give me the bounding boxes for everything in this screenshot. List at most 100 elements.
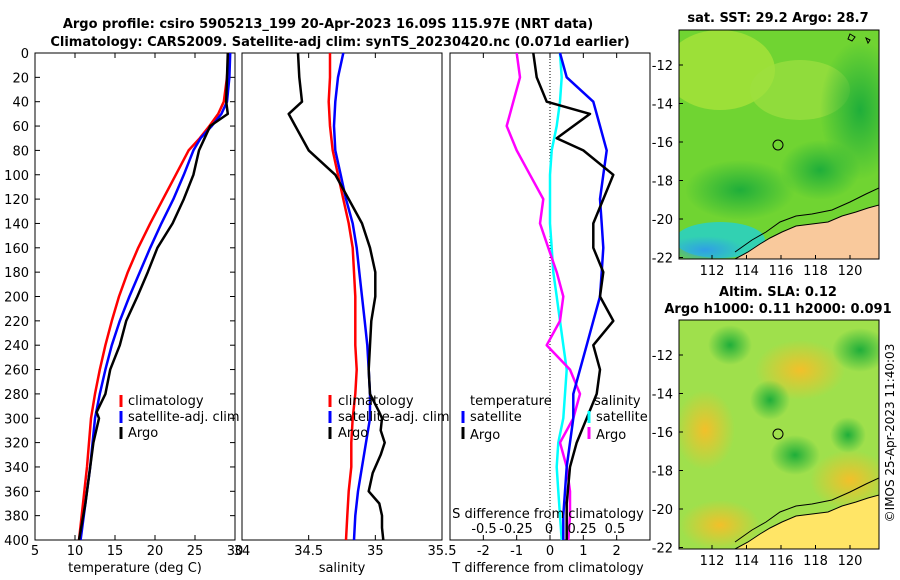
y-tick-label: 320 <box>4 437 29 452</box>
series-line-t-argo <box>505 52 582 541</box>
reef-outline <box>847 33 871 45</box>
temperature-x-axis: 5 10 15 20 25 30 <box>31 53 243 559</box>
sla-low-patch <box>750 380 790 420</box>
map-y-tick-label: -14 <box>652 388 673 403</box>
legend-satellite-label: satellite-adj. clim <box>338 410 450 425</box>
sla-high-patch <box>810 450 879 510</box>
s-tick-label: 0.5 <box>605 522 626 537</box>
y-tick-label: 160 <box>4 242 29 257</box>
salinity-legend: climatology satellite-adj. clim Argo <box>328 394 450 441</box>
sla-map-frame <box>678 319 880 550</box>
sst-map-title: sat. SST: 29.2 Argo: 28.7 <box>687 11 868 26</box>
s-tick-label: 0.25 <box>568 522 597 537</box>
map-x-tick-label: 114 <box>734 554 759 569</box>
legend-t-argo-label: Argo <box>470 428 500 443</box>
legend-s-argo-label: Argo <box>596 428 626 443</box>
temperature-plot: 0204060801001201401601802002202402602803… <box>4 47 650 576</box>
map-x-tick-label: 112 <box>700 554 725 569</box>
difference-series <box>505 52 615 541</box>
map-y-tick-label: -16 <box>652 426 673 441</box>
temperature-series <box>77 52 232 541</box>
sst-cold-patch <box>679 236 745 259</box>
x-tick-label: -2 <box>477 544 490 559</box>
y-tick-label: 280 <box>4 388 29 403</box>
y-tick-label: 60 <box>12 120 29 135</box>
difference-legend: temperature satellite Argo salinity sate… <box>461 394 648 443</box>
sla-low-patch <box>830 417 866 453</box>
difference-top-xlabel: S difference from climatology <box>452 507 644 522</box>
y-tick-label: 0 <box>21 47 29 62</box>
y-tick-label: 40 <box>12 96 29 111</box>
legend-satellite-label: satellite-adj. clim <box>128 410 240 425</box>
sla-high-patch <box>680 500 760 549</box>
map-y-tick-label: -22 <box>652 542 673 557</box>
sst-map: sat. SST: 29.2 Argo: 28.7 112 114 116 118 12… <box>652 11 880 279</box>
temperature-legend: climatology satellite-adj. clim Argo <box>119 394 240 441</box>
x-tick-label: 35.5 <box>428 544 457 559</box>
sla-low-patch <box>770 435 820 475</box>
x-tick-label: 10 <box>67 544 84 559</box>
sla-map-title-line2: Argo h1000: 0.11 h2000: 0.091 <box>664 302 891 317</box>
map-y-tick-label: -12 <box>652 349 673 364</box>
figure-title-line2: Climatology: CARS2009. Satellite-adj cli… <box>50 35 629 50</box>
map-x-tick-label: 118 <box>803 554 828 569</box>
imos-credit: ©IMOS 25-Apr-2023 11:40:03 <box>883 344 897 523</box>
map-x-tick-label: 116 <box>769 554 794 569</box>
s-difference-ticks: -0.5 -0.25 0 0.25 0.5 <box>471 522 625 537</box>
y-tick-label: 300 <box>4 412 29 427</box>
y-tick-label: 20 <box>12 71 29 86</box>
salinity-xlabel: salinity <box>319 561 366 576</box>
series-line-climatology <box>77 52 230 541</box>
y-tick-label: 220 <box>4 315 29 330</box>
x-tick-label: 2 <box>613 544 621 559</box>
x-tick-label: 1 <box>579 544 587 559</box>
series-line-satellite-adj-clim <box>332 52 372 541</box>
bathymetry-contour <box>734 477 879 543</box>
s-tick-label: 0 <box>545 522 553 537</box>
land-mass <box>734 494 879 549</box>
y-tick-label: 380 <box>4 510 29 525</box>
map-y-tick-label: -20 <box>652 213 673 228</box>
map-x-tick-label: 120 <box>838 264 863 279</box>
map-x-tick-label: 120 <box>838 554 863 569</box>
argo-position-marker <box>772 428 784 440</box>
legend-t-satellite-label: satellite <box>470 410 522 425</box>
sla-low-patch <box>708 325 752 365</box>
x-tick-label: 25 <box>187 544 204 559</box>
legend-climatology-label: climatology <box>338 394 414 409</box>
legend-salinity-title: salinity <box>594 394 641 409</box>
y-tick-label: 80 <box>12 144 29 159</box>
legend-argo-label: Argo <box>128 426 158 441</box>
y-tick-label: 140 <box>4 217 29 232</box>
y-tick-label: 240 <box>4 339 29 354</box>
series-line-argo <box>77 52 230 541</box>
difference-plot: -2 -1 0 1 2 T difference from climatology S … <box>449 52 651 576</box>
series-line-t-satellite <box>548 52 568 541</box>
s-tick-label: -0.5 <box>471 522 496 537</box>
s-tick-label: -0.25 <box>499 522 533 537</box>
figure-title-line1: Argo profile: csiro 5905213_199 20-Apr-2… <box>63 17 593 32</box>
x-tick-label: -1 <box>510 544 523 559</box>
sla-map-title-line1: Altim. SLA: 0.12 <box>719 285 837 300</box>
y-tick-label: 400 <box>4 534 29 549</box>
sst-map-axes: 112 114 116 118 120 -12 -14 -16 -18 -20 -22 <box>652 59 863 279</box>
map-x-tick-label: 118 <box>803 264 828 279</box>
map-y-tick-label: -22 <box>652 252 673 267</box>
legend-temperature-title: temperature <box>470 394 552 409</box>
y-tick-label: 260 <box>4 364 29 379</box>
map-x-tick-label: 116 <box>769 264 794 279</box>
legend-argo-label: Argo <box>338 426 368 441</box>
temperature-xlabel: temperature (deg C) <box>68 561 202 576</box>
difference-xlabel: T difference from climatology <box>451 561 644 576</box>
legend-climatology-label: climatology <box>128 394 204 409</box>
y-tick-label: 200 <box>4 291 29 306</box>
series-line-argo <box>287 52 386 541</box>
sst-map-frame <box>678 29 880 260</box>
x-tick-label: 15 <box>107 544 124 559</box>
y-tick-label: 100 <box>4 169 29 184</box>
temperature-plot-frame <box>34 52 236 541</box>
series-line-climatology <box>327 53 358 541</box>
sla-high-patch <box>679 390 735 470</box>
salinity-series <box>287 52 386 541</box>
